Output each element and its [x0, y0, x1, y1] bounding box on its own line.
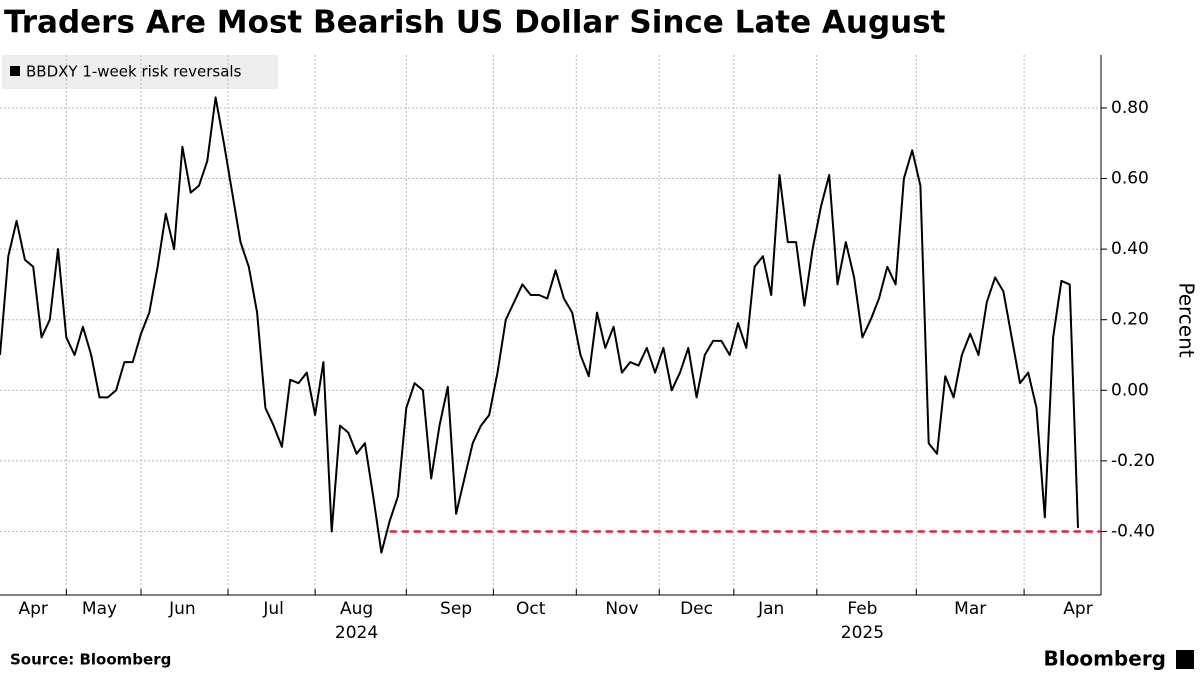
- source: Source: Bloomberg: [10, 651, 171, 669]
- legend-box: [2, 55, 278, 89]
- legend-label: BBDXY 1-week risk reversals: [26, 63, 242, 81]
- y-tick-label: 0.40: [1111, 239, 1149, 259]
- x-tick-label: Aug: [340, 599, 373, 619]
- brand: Bloomberg: [1044, 647, 1166, 671]
- x-tick-label: Apr: [18, 599, 47, 619]
- y-tick-label: 0.80: [1111, 98, 1149, 118]
- x-tick-label: Jun: [168, 599, 196, 619]
- y-axis-label: Percent: [1175, 282, 1199, 357]
- x-tick-label: Dec: [680, 599, 713, 619]
- x-tick-label: Oct: [516, 599, 546, 619]
- x-tick-label: Jul: [262, 599, 284, 619]
- x-tick-label: Sep: [440, 599, 472, 619]
- x-tick-label: Apr: [1063, 599, 1092, 619]
- y-tick-label: -0.40: [1111, 521, 1155, 541]
- x-tick-label: Feb: [847, 599, 877, 619]
- y-tick-label: -0.20: [1111, 451, 1155, 471]
- legend-swatch: [10, 66, 20, 76]
- x-year-label: 2025: [841, 623, 884, 643]
- x-tick-label: Nov: [605, 599, 638, 619]
- chart-title: Traders Are Most Bearish US Dollar Since…: [4, 5, 946, 41]
- y-tick-label: 0.20: [1111, 310, 1149, 330]
- y-tick-label: 0.00: [1111, 380, 1149, 400]
- brand-icon: [1176, 650, 1194, 669]
- y-tick-label: 0.60: [1111, 169, 1149, 189]
- line-series: [0, 96, 1079, 554]
- x-year-label: 2024: [335, 623, 378, 643]
- x-tick-label: Mar: [954, 599, 986, 619]
- x-tick-label: Jan: [757, 599, 784, 619]
- x-tick-label: May: [82, 599, 117, 619]
